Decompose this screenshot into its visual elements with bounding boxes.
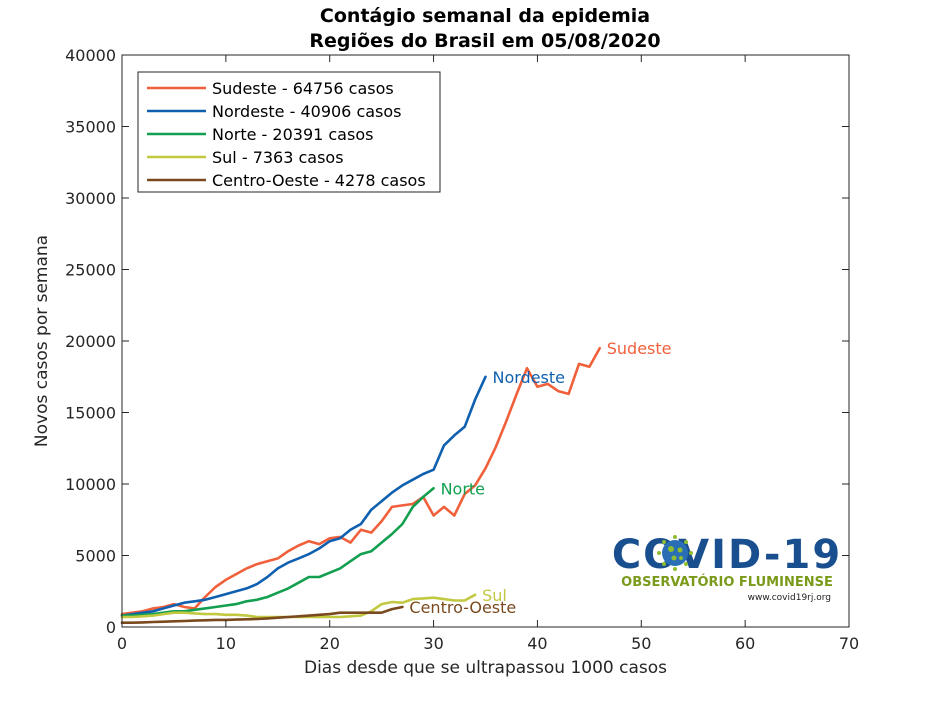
chart-title: Contágio semanal da epidemia xyxy=(320,5,650,27)
legend-label: Nordeste - 40906 casos xyxy=(212,102,402,121)
x-tick-label: 70 xyxy=(839,634,859,653)
series-line-2 xyxy=(120,486,435,617)
legend-label: Centro-Oeste - 4278 casos xyxy=(212,171,426,190)
x-tick-label: 40 xyxy=(527,634,547,653)
x-tick-label: 50 xyxy=(631,634,651,653)
ticks-layer: 0 10 20 30 40 50 60 70 0 5000 10000 15000 20000 25000… xyxy=(65,46,859,653)
logo-title: COVID-19 xyxy=(612,532,842,578)
series-end-label: Centro-Oeste xyxy=(409,598,516,617)
x-tick-label: 60 xyxy=(735,634,755,653)
virus-icon xyxy=(657,535,693,571)
series-end-label: Sul xyxy=(482,586,507,605)
x-tick-label: 30 xyxy=(423,634,443,653)
y-tick-label: 40000 xyxy=(65,46,116,65)
legend: Sudeste - 64756 casos Nordeste - 40906 ca… xyxy=(137,71,441,193)
legend-box xyxy=(137,71,441,193)
legend-label: Sul - 7363 casos xyxy=(212,148,344,167)
y-axis-label: Novos casos por semana xyxy=(32,235,52,447)
y-tick-label: 10000 xyxy=(65,475,116,494)
legend-label: Sudeste - 64756 casos xyxy=(212,79,394,98)
series-line-1 xyxy=(120,375,487,617)
x-axis-label: Dias desde que se ultrapassou 1000 casos xyxy=(304,658,667,678)
series-end-label: Sudeste xyxy=(607,339,672,358)
y-tick-label: 25000 xyxy=(65,261,116,280)
series-end-label: Norte xyxy=(441,479,485,498)
series-end-label: Nordeste xyxy=(493,368,566,387)
y-tick-label: 30000 xyxy=(65,189,116,208)
chart-subtitle: Regiões do Brasil em 05/08/2020 xyxy=(309,30,660,52)
y-tick-label: 5000 xyxy=(75,547,116,566)
y-tick-label: 0 xyxy=(106,618,116,637)
series-line-4 xyxy=(120,605,404,625)
y-tick-label: 35000 xyxy=(65,118,116,137)
logo-subtitle: OBSERVATÓRIO FLUMINENSE xyxy=(621,574,833,590)
y-tick-label: 20000 xyxy=(65,332,116,351)
y-tick-label: 15000 xyxy=(65,404,116,423)
logo-url: www.covid19rj.org xyxy=(748,593,831,603)
x-tick-label: 0 xyxy=(117,634,127,653)
legend-label: Norte - 20391 casos xyxy=(212,125,373,144)
covid-logo: COVID-19 OBSERVATÓRIO FLUMINENSE www.cov… xyxy=(612,532,842,603)
x-tick-label: 20 xyxy=(320,634,340,653)
x-tick-label: 10 xyxy=(216,634,236,653)
